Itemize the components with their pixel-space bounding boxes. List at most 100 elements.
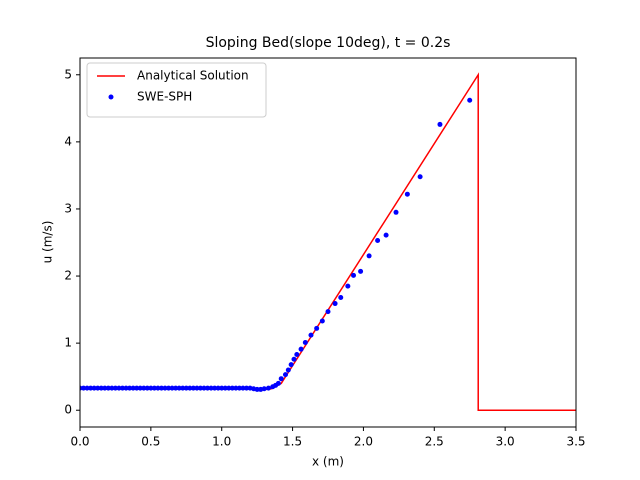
scatter-point (134, 385, 140, 391)
scatter-point (261, 386, 267, 392)
scatter-point (197, 385, 203, 391)
scatter-point (112, 385, 118, 391)
scatter-point (229, 385, 235, 391)
x-tick-label: 3.5 (566, 435, 585, 449)
x-tick-label: 2.5 (425, 435, 444, 449)
legend: Analytical Solution SWE-SPH (86, 62, 267, 118)
scatter-point (158, 385, 164, 391)
scatter-point (130, 385, 136, 391)
scatter-point (109, 385, 115, 391)
legend-swatch (108, 94, 114, 100)
scatter-point (102, 385, 108, 391)
x-tick-label: 1.0 (212, 435, 231, 449)
scatter-point (215, 385, 221, 391)
scatter-point (219, 385, 225, 391)
scatter-point (84, 385, 90, 391)
scatter-point (144, 385, 150, 391)
scatter-point (351, 272, 357, 278)
x-tick-label: 3.0 (496, 435, 515, 449)
scatter-point (148, 385, 154, 391)
legend-label: SWE-SPH (137, 90, 192, 104)
axes-frame (79, 57, 577, 428)
scatter-point (437, 121, 443, 127)
scatter-point (275, 380, 281, 386)
y-axis-label: u (m/s) (41, 221, 55, 264)
scatter-point (383, 232, 389, 238)
scatter-point (190, 385, 196, 391)
scatter-point (226, 385, 232, 391)
scatter-point (162, 385, 168, 391)
y-tick-label: 3 (64, 201, 72, 215)
scatter-point (187, 385, 193, 391)
y-tick-label: 5 (64, 67, 72, 81)
scatter-point (325, 309, 331, 315)
x-tick-label: 2.0 (354, 435, 373, 449)
scatter-point (358, 268, 364, 274)
scatter-point (345, 283, 351, 289)
scatter-point (291, 356, 297, 362)
scatter-point (404, 191, 410, 197)
scatter-point (120, 385, 126, 391)
x-axis-label: x (m) (312, 455, 344, 469)
scatter-point (169, 385, 175, 391)
scatter-point (240, 385, 246, 391)
scatter-point (127, 385, 133, 391)
scatter-point (141, 385, 147, 391)
x-tick-label: 0.5 (141, 435, 160, 449)
scatter-point (308, 332, 314, 338)
scatter-point (332, 301, 338, 307)
scatter-point (302, 339, 308, 345)
scatter-point (166, 385, 172, 391)
scatter-point (123, 385, 129, 391)
scatter-point (393, 209, 399, 215)
scatter-point (208, 385, 214, 391)
scatter-point (294, 352, 300, 358)
scatter-point (180, 385, 186, 391)
scatter-point (244, 385, 250, 391)
scatter-point (338, 295, 344, 301)
y-tick-label: 0 (64, 403, 72, 417)
scatter-point (314, 325, 320, 331)
scatter-point (417, 174, 423, 180)
scatter-point (254, 386, 260, 392)
scatter-point (282, 372, 288, 378)
scatter-point (173, 385, 179, 391)
scatter-point (285, 367, 291, 373)
scatter-point (278, 376, 284, 382)
scatter-point (155, 385, 161, 391)
scatter-point (212, 385, 218, 391)
scatter-point (366, 253, 372, 259)
scatter-point (91, 385, 97, 391)
y-tick-label: 2 (64, 269, 72, 283)
scatter-point (151, 385, 157, 391)
scatter-point (176, 385, 182, 391)
scatter-point (205, 385, 211, 391)
scatter-point (236, 385, 242, 391)
scatter-point (194, 385, 200, 391)
scatter-point (298, 346, 304, 352)
scatter-point (95, 385, 101, 391)
scatter-point (116, 385, 122, 391)
scatter-point (201, 385, 207, 391)
x-tick-label: 0.0 (70, 435, 89, 449)
scatter-point (88, 385, 94, 391)
scatter-point (319, 318, 325, 324)
scatter-point (222, 385, 228, 391)
chart-title: Sloping Bed(slope 10deg), t = 0.2s (206, 35, 451, 51)
x-tick-label: 1.5 (283, 435, 302, 449)
scatter-point (98, 385, 104, 391)
y-tick-label: 1 (64, 336, 72, 350)
scatter-point (233, 385, 239, 391)
y-tick-label: 4 (64, 134, 72, 148)
scatter-point (137, 385, 143, 391)
scatter-point (375, 237, 381, 243)
plot-area (80, 72, 576, 411)
legend-box (86, 62, 267, 118)
scatter-point (265, 385, 271, 391)
scatter-point (467, 97, 473, 103)
legend-label: Analytical Solution (137, 69, 249, 83)
scatter-point (183, 385, 189, 391)
scatter-point (81, 385, 87, 391)
scatter-point (288, 362, 294, 368)
